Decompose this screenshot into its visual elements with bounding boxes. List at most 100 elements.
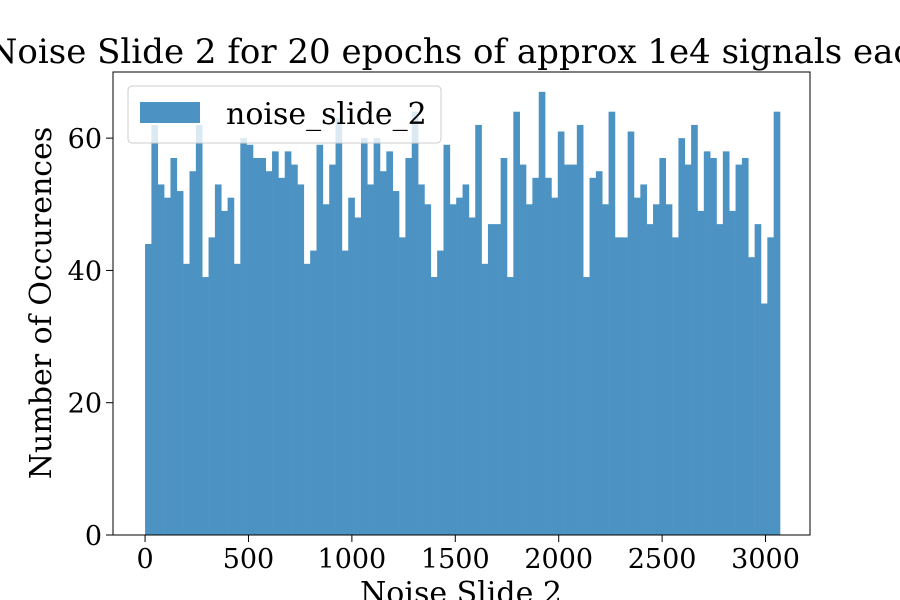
histogram-bar bbox=[233, 263, 241, 535]
histogram-bar bbox=[411, 111, 419, 535]
x-tick-label: 500 bbox=[223, 544, 275, 575]
histogram-bar bbox=[722, 151, 730, 535]
y-tick-label: 20 bbox=[68, 389, 102, 420]
histogram-bar bbox=[418, 184, 425, 535]
histogram-bar bbox=[678, 138, 686, 535]
x-axis-label: Noise Slide 2 bbox=[360, 576, 562, 600]
histogram-bar bbox=[265, 171, 273, 535]
x-tick-label: 2500 bbox=[628, 544, 697, 575]
histogram-bar bbox=[322, 204, 330, 536]
histogram-bar bbox=[221, 210, 228, 535]
histogram-bar bbox=[576, 124, 584, 536]
y-axis-ticks: 0 20 40 60 bbox=[68, 124, 113, 552]
histogram-bar bbox=[475, 124, 482, 536]
histogram-bar bbox=[259, 157, 266, 535]
histogram-bar bbox=[608, 111, 616, 535]
histogram-bar bbox=[532, 177, 540, 536]
histogram-bar bbox=[748, 257, 755, 535]
histogram-bar bbox=[545, 177, 552, 536]
histogram-bar bbox=[703, 151, 711, 535]
histogram-bar bbox=[653, 204, 660, 536]
y-tick-label: 60 bbox=[68, 124, 102, 155]
histogram-bar bbox=[456, 197, 463, 535]
histogram-bar bbox=[443, 144, 451, 535]
histogram-bar bbox=[151, 124, 159, 536]
x-tick-label: 1500 bbox=[421, 544, 490, 575]
histogram-bar bbox=[164, 197, 171, 535]
histogram-bar bbox=[272, 151, 279, 535]
histogram-bar bbox=[189, 171, 197, 535]
axes-frame bbox=[112, 71, 811, 536]
histogram-bar bbox=[379, 171, 387, 535]
histogram-bar bbox=[310, 250, 317, 536]
x-tick-label: 3000 bbox=[731, 544, 800, 575]
histogram-bar bbox=[341, 250, 349, 536]
histogram-bar bbox=[329, 164, 336, 535]
legend-label: noise_slide_2 bbox=[226, 97, 427, 132]
histogram-bar bbox=[519, 164, 527, 535]
histogram-bar bbox=[405, 157, 413, 535]
histogram-bar bbox=[360, 138, 368, 535]
chart-title: Noise Slide 2 for 20 epochs of approx 1e… bbox=[0, 32, 900, 72]
x-tick-label: 1000 bbox=[318, 544, 387, 575]
histogram-bar bbox=[449, 204, 457, 536]
histogram-bar bbox=[627, 131, 635, 535]
histogram-bar bbox=[570, 164, 578, 535]
histogram-bar bbox=[672, 237, 679, 535]
histogram-bar bbox=[284, 151, 292, 535]
histogram-bar bbox=[773, 111, 781, 535]
histogram-bar bbox=[640, 184, 647, 535]
histogram-bar bbox=[462, 184, 470, 535]
histogram-bar bbox=[208, 237, 216, 535]
x-tick-label: 2000 bbox=[524, 544, 593, 575]
y-axis-label: Number of Occurences bbox=[24, 127, 59, 479]
histogram-bar bbox=[710, 157, 717, 535]
histogram-bar bbox=[481, 263, 489, 535]
histogram-bar bbox=[487, 224, 495, 535]
histogram-bar bbox=[500, 157, 508, 535]
histogram-bar bbox=[735, 164, 743, 535]
histogram-bar bbox=[316, 144, 324, 535]
histogram-bar bbox=[697, 210, 705, 535]
histogram-bar bbox=[665, 204, 673, 536]
histogram-bar bbox=[729, 210, 736, 535]
histogram-bar bbox=[240, 138, 247, 535]
histogram-bar bbox=[621, 237, 628, 535]
y-tick-label: 0 bbox=[85, 521, 102, 552]
histogram-bar bbox=[335, 118, 343, 536]
histogram-bar bbox=[526, 204, 533, 536]
histogram-bar bbox=[297, 184, 305, 535]
histogram-bar bbox=[767, 237, 774, 535]
histogram-bar bbox=[513, 111, 520, 535]
histogram-bar bbox=[227, 197, 235, 535]
histogram-bar bbox=[691, 124, 698, 536]
histogram-bar bbox=[494, 224, 501, 535]
histogram-bar bbox=[506, 277, 514, 535]
histogram-bar bbox=[684, 164, 692, 535]
histogram-bar bbox=[399, 237, 406, 535]
histogram-bar bbox=[348, 197, 355, 535]
histogram-bar bbox=[538, 91, 546, 535]
histogram-bar bbox=[183, 263, 190, 535]
histogram-bar bbox=[195, 124, 203, 536]
legend-box bbox=[127, 85, 442, 144]
histogram-bar bbox=[633, 197, 641, 535]
histogram-bar bbox=[278, 177, 286, 536]
histogram-bar bbox=[557, 131, 565, 535]
histogram-bar bbox=[602, 204, 609, 536]
histogram-bar bbox=[145, 243, 152, 535]
histogram-bar bbox=[386, 151, 393, 535]
histogram-bars bbox=[145, 91, 781, 536]
histogram-bar bbox=[564, 164, 571, 535]
histogram-bar bbox=[170, 157, 178, 535]
histogram-bar bbox=[291, 164, 298, 535]
histogram-bar bbox=[354, 217, 362, 535]
histogram-bar bbox=[157, 184, 165, 535]
histogram-bar bbox=[202, 277, 209, 535]
histogram-bar bbox=[437, 250, 444, 536]
histogram-bar bbox=[367, 184, 374, 535]
histogram-bar bbox=[424, 204, 432, 536]
histogram-bar bbox=[551, 197, 559, 535]
histogram-bar bbox=[252, 157, 260, 535]
